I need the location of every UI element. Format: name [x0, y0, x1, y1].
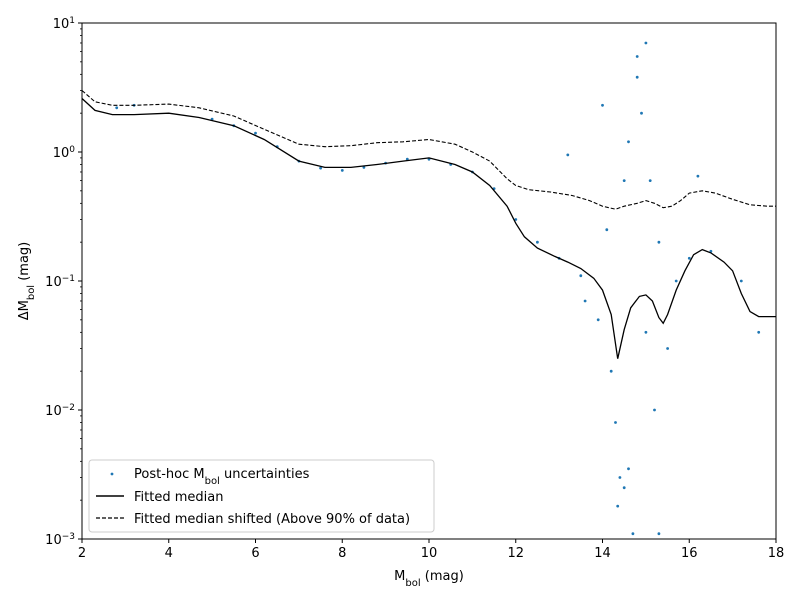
- scatter-point: [757, 330, 761, 334]
- x-tick-label: 6: [251, 546, 259, 561]
- scatter-point: [687, 256, 691, 260]
- legend-entry-fitted-median: Fitted median: [96, 490, 223, 505]
- axis-ticks: 2 4 6 8 10 12 14 16 18 10−3 10−2 10−1 100 101: [45, 16, 784, 561]
- scatter-point: [614, 421, 617, 424]
- scatter-point: [635, 75, 639, 79]
- scatter-point: [616, 504, 620, 508]
- scatter-point: [635, 55, 639, 58]
- scatter-point: [657, 532, 661, 536]
- median-line: [81, 98, 776, 359]
- scatter-point: [319, 166, 322, 170]
- scatter-point: [657, 240, 661, 244]
- scatter-point: [644, 41, 648, 45]
- y-axis-label: ΔMbol (mag): [17, 242, 37, 321]
- shifted-median-line: [81, 90, 776, 210]
- x-tick-label: 8: [338, 546, 346, 561]
- y-tick-label: 101: [53, 16, 75, 32]
- scatter-point: [514, 218, 518, 221]
- x-tick-label: 2: [78, 546, 86, 561]
- y-tick-label: 10−1: [45, 274, 75, 290]
- legend-label-fitted-median: Fitted median: [134, 490, 223, 505]
- x-tick-label: 14: [594, 546, 611, 561]
- scatter-point: [640, 111, 643, 115]
- scatter-point: [627, 467, 630, 471]
- legend-scatter-marker: [110, 472, 114, 476]
- scatter-point: [618, 476, 622, 479]
- scatter-point: [666, 347, 669, 350]
- x-tick-label: 4: [165, 546, 173, 561]
- legend-box: [88, 459, 435, 533]
- scatter-point: [696, 174, 700, 178]
- plot-area: [81, 41, 776, 536]
- y-tick-label: 100: [53, 145, 76, 161]
- scatter-point: [579, 274, 583, 278]
- legend-label-shifted-median: Fitted median shifted (Above 90% of data…: [134, 512, 410, 527]
- scatter-point: [627, 140, 630, 144]
- y-tick-label: 10−2: [45, 403, 75, 419]
- scatter-point: [622, 486, 626, 490]
- legend-entry-shifted-median: Fitted median shifted (Above 90% of data…: [96, 512, 410, 527]
- scatter-point: [653, 408, 656, 412]
- scatter-point: [115, 106, 119, 110]
- x-tick-label: 12: [507, 546, 524, 561]
- legend: Post-hoc Mbol uncertainties Fitted media…: [88, 459, 435, 533]
- scatter-point: [609, 369, 613, 373]
- scatter-point: [674, 279, 678, 283]
- x-axis-label: Mbol (mag): [394, 569, 464, 589]
- scatter-point: [739, 279, 743, 283]
- scatter-point: [596, 318, 600, 322]
- scatter-point: [566, 153, 570, 157]
- scatter-point: [254, 131, 257, 135]
- scatter-point: [648, 179, 652, 183]
- scatter-point: [631, 532, 635, 536]
- scatter-point: [622, 179, 626, 183]
- legend-entry-scatter: Post-hoc Mbol uncertainties: [110, 467, 310, 487]
- scatter-point: [536, 240, 539, 244]
- scatter-point: [340, 169, 344, 172]
- scatter-point: [362, 166, 366, 169]
- legend-label-scatter: Post-hoc Mbol uncertainties: [134, 467, 310, 487]
- y-tick-label: 10−3: [45, 532, 75, 548]
- x-tick-label: 10: [421, 546, 438, 561]
- x-tick-label: 18: [768, 546, 785, 561]
- x-tick-label: 16: [681, 546, 698, 561]
- scatter-point: [644, 330, 648, 334]
- scatter-point: [605, 228, 609, 232]
- scatter-point: [583, 299, 587, 303]
- scatter-point: [601, 103, 604, 107]
